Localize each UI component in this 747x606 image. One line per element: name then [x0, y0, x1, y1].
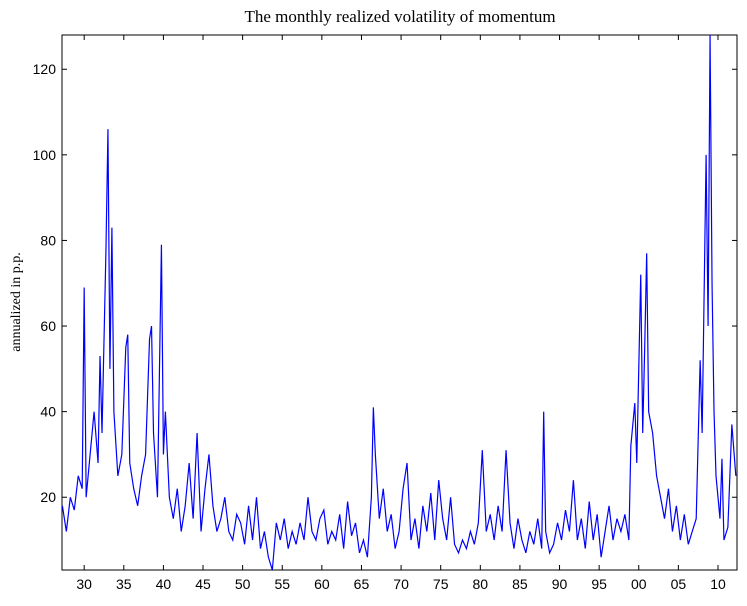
x-tick-label: 45: [195, 576, 211, 592]
x-tick-label: 35: [116, 576, 132, 592]
x-tick-label: 95: [591, 576, 607, 592]
x-tick-label: 65: [354, 576, 370, 592]
y-tick-label: 100: [33, 147, 57, 163]
x-tick-label: 50: [235, 576, 251, 592]
plot-frame: [61, 34, 738, 571]
x-tick-label: 60: [314, 576, 330, 592]
y-axis-label: annualized in p.p.: [9, 252, 24, 352]
chart-title: The monthly realized volatility of momen…: [244, 7, 555, 26]
x-tick-label: 75: [433, 576, 449, 592]
x-tick-label: 00: [631, 576, 647, 592]
x-tick-label: 70: [393, 576, 409, 592]
x-tick-label: 80: [473, 576, 489, 592]
x-tick-label: 10: [710, 576, 726, 592]
y-tick-label: 60: [40, 318, 56, 334]
x-tick-label: 40: [156, 576, 172, 592]
y-tick-label: 120: [33, 61, 57, 77]
x-tick-label: 05: [671, 576, 687, 592]
volatility-line: [62, 35, 737, 570]
x-tick-label: 90: [552, 576, 568, 592]
x-tick-label: 30: [76, 576, 92, 592]
x-tick-label: 55: [274, 576, 290, 592]
y-tick-label: 80: [40, 232, 56, 248]
y-tick-label: 20: [40, 489, 56, 505]
x-tick-label: 85: [512, 576, 528, 592]
y-tick-label: 40: [40, 404, 56, 420]
